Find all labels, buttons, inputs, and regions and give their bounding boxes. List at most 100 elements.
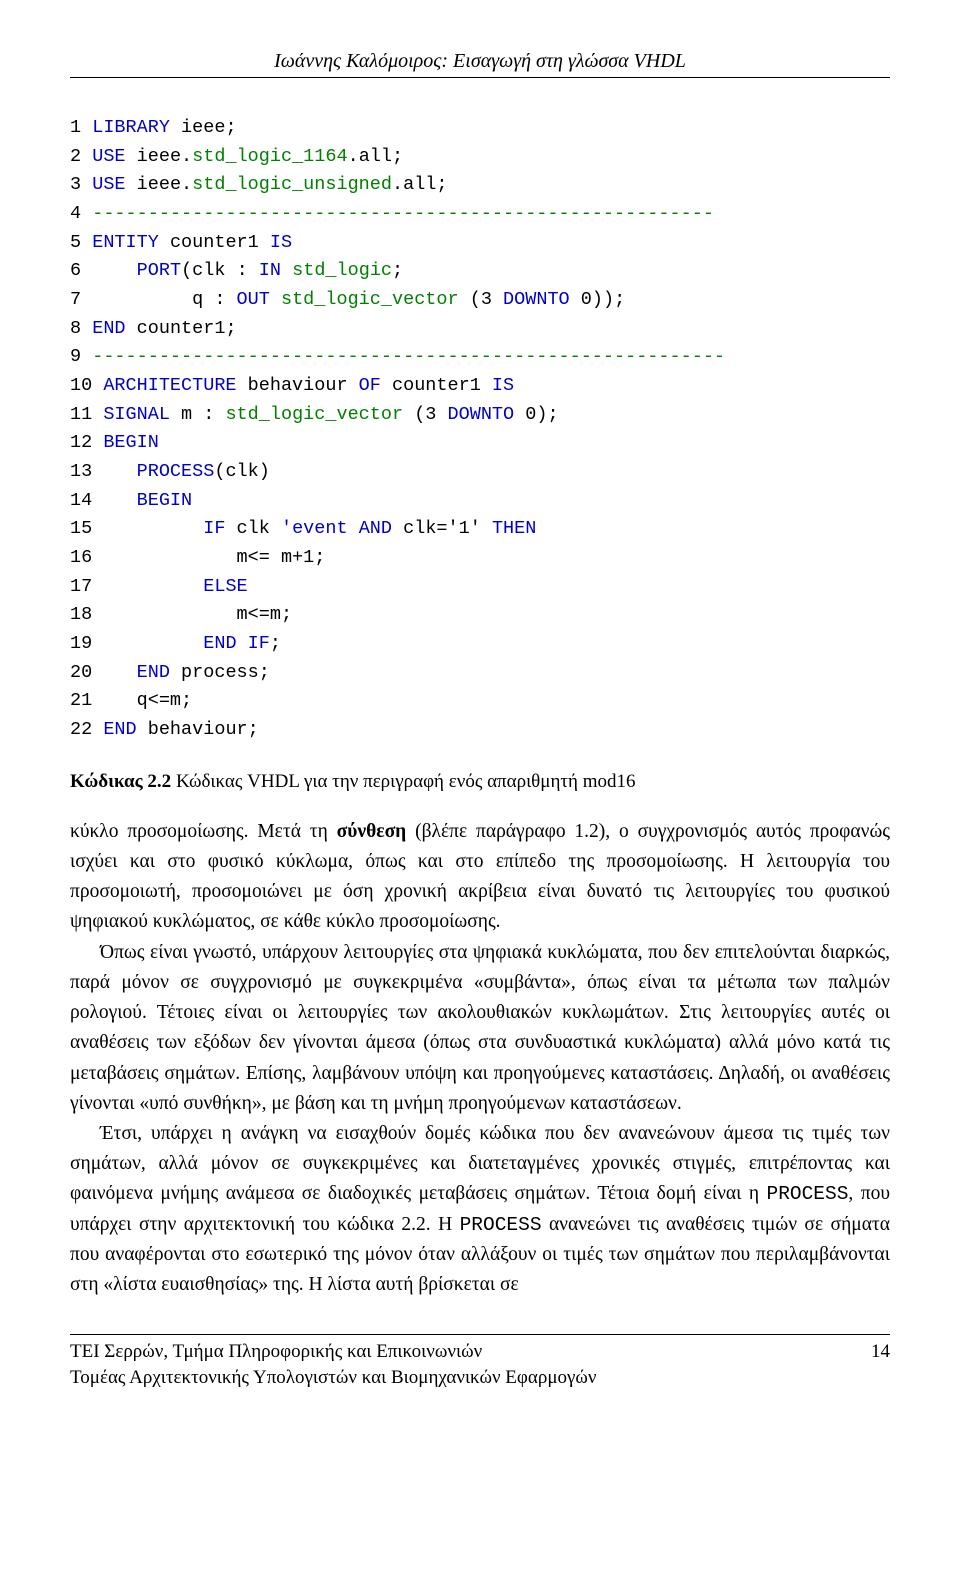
dash: ----------------------------------------… <box>92 346 725 367</box>
kw: ELSE <box>203 576 247 597</box>
t: process; <box>170 662 270 683</box>
kw: OUT <box>237 289 270 310</box>
footer-line-2: Τομέας Αρχιτεκτονικής Υπολογιστών και Βι… <box>70 1365 597 1391</box>
kw: ENTITY <box>92 232 159 253</box>
kw: PORT <box>137 260 181 281</box>
typ: std_logic_1164 <box>192 146 347 167</box>
kw: END <box>103 719 136 740</box>
kw: USE <box>92 146 125 167</box>
kw: IN <box>259 260 281 281</box>
t: (clk : <box>181 260 259 281</box>
kw: END <box>92 318 125 339</box>
ln: 6 <box>70 260 92 281</box>
kw: AND <box>359 518 392 539</box>
kw: PROCESS <box>137 461 215 482</box>
t: q<=m; <box>103 690 192 711</box>
t: behaviour <box>237 375 359 396</box>
kw: USE <box>92 174 125 195</box>
kw: LIBRARY <box>92 117 170 138</box>
ln: 9 <box>70 346 92 367</box>
page-footer: ΤΕΙ Σερρών, Τμήμα Πληροφορικής και Επικο… <box>70 1339 890 1390</box>
kw: END IF <box>203 633 270 654</box>
t <box>103 576 203 597</box>
ln: 18 <box>70 604 103 625</box>
document-page: Ιωάννης Καλόμοιρος: Εισαγωγή στη γλώσσα … <box>0 0 960 1431</box>
t: m<= m+1; <box>103 547 325 568</box>
t: (3 <box>459 289 503 310</box>
kw: IS <box>270 232 292 253</box>
kw: IS <box>492 375 514 396</box>
kw: IF <box>203 518 225 539</box>
ln: 11 <box>70 404 103 425</box>
ln: 17 <box>70 576 103 597</box>
t: ieee. <box>126 174 193 195</box>
footer-left: ΤΕΙ Σερρών, Τμήμα Πληροφορικής και Επικο… <box>70 1339 597 1390</box>
dash: ----------------------------------------… <box>92 203 714 224</box>
t: 0)); <box>570 289 626 310</box>
kw: 'event <box>281 518 348 539</box>
ln: 21 <box>70 690 103 711</box>
kw: SIGNAL <box>103 404 170 425</box>
kw: OF <box>359 375 381 396</box>
ln: 2 <box>70 146 92 167</box>
ln: 15 <box>70 518 103 539</box>
header-divider <box>70 77 890 78</box>
typ: std_logic_unsigned <box>192 174 392 195</box>
caption-label: Κώδικας 2.2 <box>70 771 171 792</box>
t: ; <box>392 260 403 281</box>
ln: 8 <box>70 318 92 339</box>
t: counter1; <box>126 318 237 339</box>
p3d-mono: PROCESS <box>460 1214 542 1236</box>
paragraph-3: Έτσι, υπάρχει η ανάγκη να εισαχθούν δομέ… <box>70 1119 890 1300</box>
t <box>103 461 136 482</box>
t <box>103 662 136 683</box>
t: q : <box>92 289 236 310</box>
p2: Όπως είναι γνωστό, υπάρχουν λειτουργίες … <box>70 942 890 1114</box>
t: counter1 <box>381 375 492 396</box>
ln: 1 <box>70 117 92 138</box>
t <box>103 490 136 511</box>
page-number: 14 <box>871 1339 890 1363</box>
t <box>270 289 281 310</box>
ln: 22 <box>70 719 103 740</box>
ln: 10 <box>70 375 103 396</box>
kw: DOWNTO <box>448 404 515 425</box>
kw: BEGIN <box>137 490 193 511</box>
kw: ARCHITECTURE <box>103 375 236 396</box>
caption-text: Κώδικας VHDL για την περιγραφή ενός απαρ… <box>171 771 635 792</box>
t: ieee; <box>170 117 237 138</box>
t: (clk) <box>214 461 270 482</box>
ln: 3 <box>70 174 92 195</box>
p1a: κύκλο προσομοίωσης. Μετά τη <box>70 821 337 842</box>
kw: BEGIN <box>103 432 159 453</box>
ln: 5 <box>70 232 92 253</box>
t: behaviour; <box>137 719 259 740</box>
ln: 12 <box>70 432 103 453</box>
body-text: κύκλο προσομοίωσης. Μετά τη σύνθεση (βλέ… <box>70 817 890 1301</box>
t: ieee. <box>126 146 193 167</box>
t: clk <box>225 518 281 539</box>
t: .all; <box>348 146 404 167</box>
p1b: σύνθεση <box>337 821 407 842</box>
ln: 16 <box>70 547 103 568</box>
t <box>348 518 359 539</box>
code-caption: Κώδικας 2.2 Κώδικας VHDL για την περιγρα… <box>70 771 890 793</box>
page-header-title: Ιωάννης Καλόμοιρος: Εισαγωγή στη γλώσσα … <box>70 50 890 73</box>
typ: std_logic_vector <box>225 404 403 425</box>
ln: 4 <box>70 203 92 224</box>
kw: DOWNTO <box>503 289 570 310</box>
t: (3 <box>403 404 447 425</box>
ln: 19 <box>70 633 103 654</box>
t <box>281 260 292 281</box>
t <box>92 260 136 281</box>
p3b-mono: PROCESS <box>767 1183 849 1205</box>
ln: 14 <box>70 490 103 511</box>
typ: std_logic_vector <box>281 289 459 310</box>
ln: 20 <box>70 662 103 683</box>
kw: END <box>137 662 170 683</box>
t: 0); <box>514 404 558 425</box>
t: counter1 <box>159 232 270 253</box>
footer-line-1: ΤΕΙ Σερρών, Τμήμα Πληροφορικής και Επικο… <box>70 1339 597 1365</box>
t <box>103 633 203 654</box>
t: ; <box>270 633 281 654</box>
